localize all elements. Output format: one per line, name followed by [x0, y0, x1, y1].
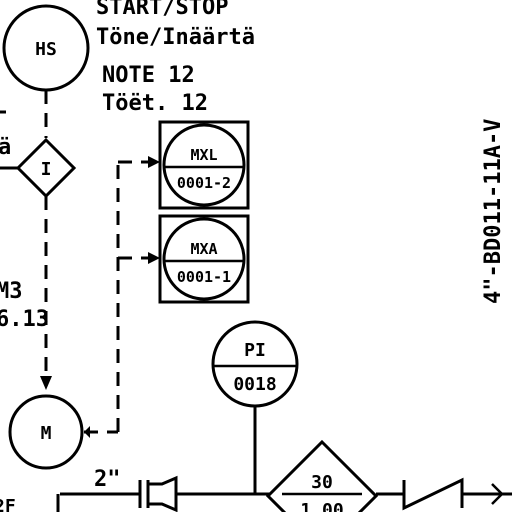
pi-number: 0018	[233, 374, 276, 395]
motor-output-tick	[84, 426, 90, 438]
start-stop-translation: Töne/Inäärtä	[96, 25, 255, 50]
mxl-arrowhead	[148, 156, 160, 168]
motor-tag: M	[41, 423, 52, 444]
reducer-symbol	[148, 475, 178, 513]
interlock-symbol: I	[41, 159, 52, 180]
interlock-diamond[interactable]: I	[15, 137, 77, 199]
mxa-arrowhead	[148, 252, 160, 264]
motor-signal-arrowhead	[40, 376, 52, 390]
left-ref-line2: 6.13	[0, 307, 49, 332]
left-edge-fragment: ä	[0, 135, 11, 160]
motor-bubble[interactable]: M	[8, 394, 84, 470]
pi-tag: PI	[244, 340, 266, 361]
mxl-number: 0001-2	[177, 174, 231, 192]
note12-translation: Töët. 12	[102, 91, 208, 116]
start-stop-label: START/STOP	[96, 0, 228, 20]
mxa-number: 0001-1	[177, 268, 231, 286]
flow-arrow	[491, 483, 504, 505]
check-valve-symbol	[402, 477, 464, 511]
mxl-instrument-box[interactable]: MXL 0001-2	[158, 120, 250, 210]
hs-tag: HS	[35, 39, 57, 60]
pi-pressure-indicator-bubble[interactable]: PI 0018	[211, 320, 299, 408]
left-ref-line1: M3	[0, 279, 23, 304]
note12-label: NOTE 12	[102, 63, 195, 88]
diamond-top-value: 30	[311, 472, 333, 493]
mxa-tag: MXA	[190, 240, 217, 258]
bottom-left-fragment: 2F	[0, 496, 16, 512]
line-number-label: 4"-BD011-11A-V	[481, 119, 506, 304]
pipe-size-label: 2"	[94, 467, 121, 492]
mxl-tag: MXL	[190, 146, 217, 164]
mxa-instrument-box[interactable]: MXA 0001-1	[158, 214, 250, 304]
hs-hand-switch-bubble[interactable]: HS	[2, 4, 90, 92]
diamond-bottom-value: 1.00	[300, 500, 343, 512]
pipe-spec-diamond[interactable]: 30 1.00	[265, 439, 379, 517]
